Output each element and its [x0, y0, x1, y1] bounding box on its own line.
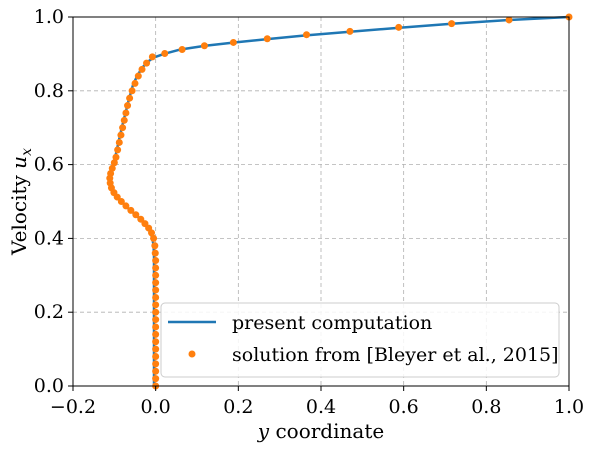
data-point-bleyer-solution [117, 198, 125, 205]
data-point-bleyer-solution [152, 301, 160, 309]
data-point-bleyer-solution [108, 164, 116, 172]
data-point-bleyer-solution [124, 102, 132, 110]
axis-ticks: −0.2 0.0 0.2 0.4 0.6 0.8 1.00.00.20.40.60.81.0 [34, 6, 584, 418]
legend-label-bleyer-solution: solution from [Bleyer et al., 2015] [232, 344, 559, 366]
data-point-bleyer-solution [229, 38, 237, 46]
data-point-bleyer-solution [152, 308, 160, 316]
x-tick-label: 0.6 [389, 396, 419, 418]
y-tick-label: 0.0 [34, 375, 64, 397]
legend-label-present-computation: present computation [232, 312, 432, 334]
legend-box [160, 302, 560, 378]
data-point-bleyer-solution [152, 323, 160, 331]
data-point-bleyer-solution [303, 31, 311, 39]
y-tick-label: 0.8 [34, 80, 64, 102]
data-point-bleyer-solution [152, 338, 160, 346]
data-point-bleyer-solution [110, 159, 118, 167]
data-point-bleyer-solution [152, 352, 160, 360]
data-point-bleyer-solution [152, 330, 160, 338]
data-point-bleyer-solution [152, 360, 160, 368]
data-point-bleyer-solution [152, 316, 160, 324]
data-point-bleyer-solution [148, 53, 156, 61]
data-point-bleyer-solution [152, 375, 160, 383]
legend: present computation solution from [Bleye… [160, 302, 560, 378]
data-point-bleyer-solution [115, 138, 123, 146]
x-tick-label: 0.8 [471, 396, 501, 418]
y-tick-label: 0.2 [34, 301, 64, 323]
data-point-bleyer-solution [134, 72, 142, 80]
plot-series [106, 13, 573, 390]
x-axis-label-var: y [257, 419, 270, 443]
data-point-bleyer-solution [152, 264, 160, 272]
data-point-bleyer-solution [346, 27, 354, 35]
data-point-bleyer-solution [152, 367, 160, 375]
data-point-bleyer-solution [112, 153, 120, 161]
data-point-bleyer-solution [152, 286, 160, 294]
y-axis-label-var: u [7, 156, 31, 169]
data-point-bleyer-solution [151, 249, 159, 257]
x-tick-label: −0.2 [50, 396, 96, 418]
data-point-bleyer-solution [150, 234, 158, 242]
y-axis-label: Velocity ux [7, 148, 35, 256]
x-tick-label: 0.4 [306, 396, 336, 418]
data-point-bleyer-solution [122, 109, 130, 117]
data-point-bleyer-solution [119, 124, 127, 132]
data-point-bleyer-solution [126, 94, 134, 102]
data-point-bleyer-solution [178, 45, 186, 53]
data-point-bleyer-solution [137, 215, 145, 223]
data-point-bleyer-solution [152, 279, 160, 287]
x-axis-label: y coordinate [257, 419, 384, 443]
data-point-bleyer-solution [127, 206, 135, 214]
data-point-bleyer-solution [120, 116, 128, 124]
data-point-bleyer-solution [132, 211, 140, 219]
y-tick-label: 0.6 [34, 154, 64, 176]
y-tick-label: 0.4 [34, 227, 64, 249]
data-point-bleyer-solution [151, 242, 159, 250]
y-tick-label: 1.0 [34, 6, 64, 28]
data-point-bleyer-solution [128, 87, 136, 95]
data-point-bleyer-solution [152, 257, 160, 265]
data-point-bleyer-solution [152, 345, 160, 353]
data-point-bleyer-solution [505, 16, 513, 24]
y-axis-label-sub: x [19, 148, 35, 156]
data-point-bleyer-solution [138, 65, 146, 73]
x-axis-label-rest: coordinate [269, 419, 384, 443]
data-point-bleyer-solution [122, 202, 130, 210]
y-axis-label-text: Velocity [7, 169, 31, 256]
data-point-bleyer-solution [263, 35, 271, 43]
data-point-bleyer-solution [161, 50, 169, 58]
data-point-bleyer-solution [114, 146, 122, 154]
data-point-bleyer-solution [448, 20, 456, 28]
x-tick-label: 1.0 [554, 396, 584, 418]
data-point-bleyer-solution [152, 293, 160, 301]
data-point-bleyer-solution [200, 42, 208, 50]
data-point-bleyer-solution [152, 271, 160, 279]
legend-marker-swatch [188, 350, 196, 358]
x-tick-label: 0.0 [141, 396, 171, 418]
data-point-bleyer-solution [117, 131, 125, 139]
data-point-bleyer-solution [141, 220, 149, 228]
data-point-bleyer-solution [395, 23, 403, 31]
data-point-bleyer-solution [131, 79, 139, 87]
x-tick-label: 0.2 [223, 396, 253, 418]
data-point-bleyer-solution [143, 59, 151, 67]
